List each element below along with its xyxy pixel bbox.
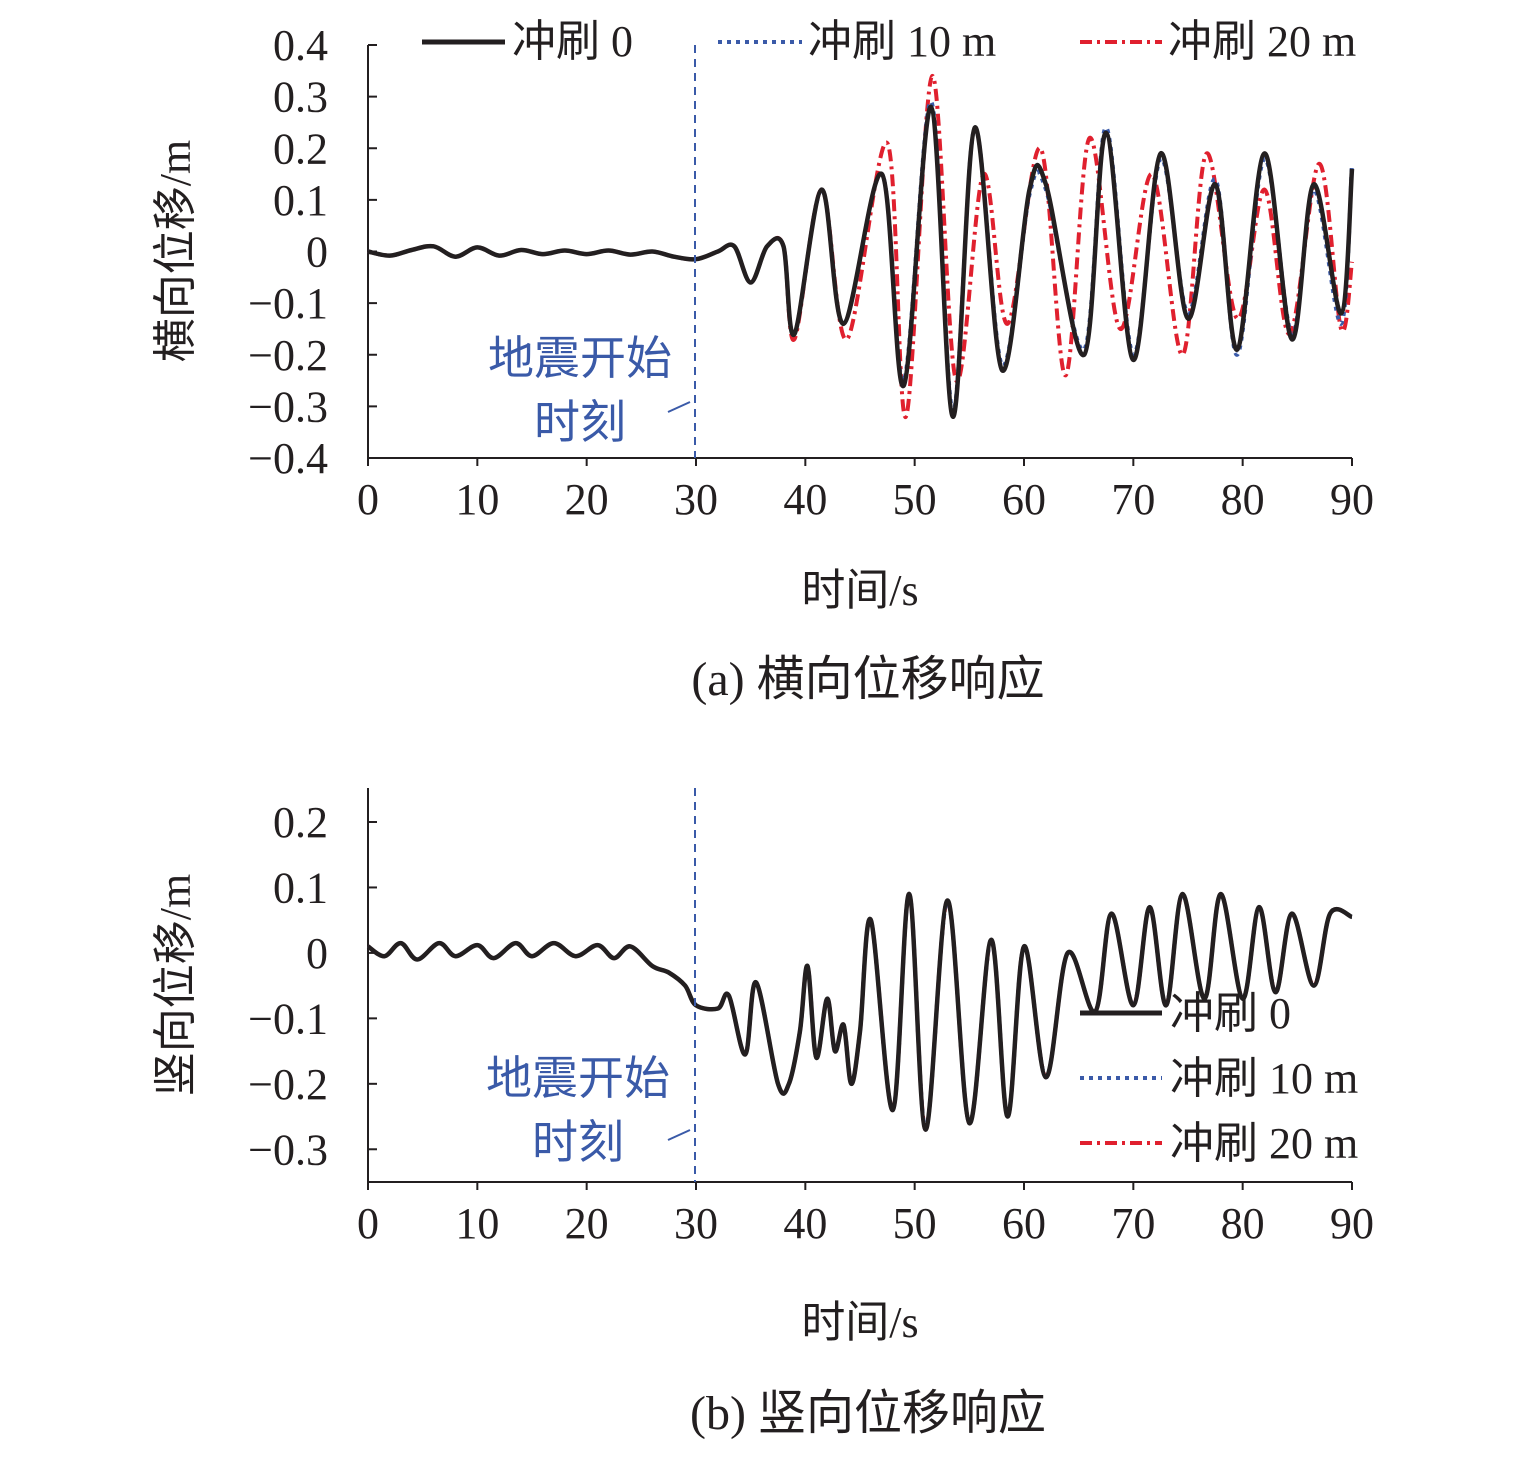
panel-a-y-tick-label: −0.1: [248, 279, 328, 328]
panel-b-x-axis-label: 时间/s: [801, 1298, 918, 1347]
panel-b-x-tick-label: 20: [565, 1199, 609, 1248]
panel-b-caption: (b) 竖向位移响应: [690, 1387, 1046, 1440]
panel-a-y-tick-label: 0.2: [273, 124, 328, 173]
panel-a-legend-label-2: 冲刷 20 m: [1168, 17, 1356, 66]
panel-b-x-tick-label: 60: [1002, 1199, 1046, 1248]
panel-a-y-tick-label: 0.3: [273, 73, 328, 122]
panel-a-x-tick-label: 80: [1221, 475, 1265, 524]
panel-b-x-tick-label: 40: [783, 1199, 827, 1248]
panel-b-x-tick-label: 70: [1111, 1199, 1155, 1248]
panel-b-legend-label-1: 冲刷 10 m: [1170, 1054, 1358, 1103]
panel-b-annotation-line2: 时刻: [532, 1117, 624, 1168]
panel-b-y-tick-label: −0.3: [248, 1125, 328, 1174]
panel-a-x-tick-label: 60: [1002, 475, 1046, 524]
panel-b-x-tick-label: 0: [357, 1199, 379, 1248]
panel-a-y-tick-label: −0.2: [248, 331, 328, 380]
panel-a-x-tick-label: 40: [783, 475, 827, 524]
panel-a-y-tick-label: −0.3: [248, 382, 328, 431]
panel-a-y-tick-label: 0: [306, 228, 328, 277]
panel-b-y-tick-label: 0: [306, 929, 328, 978]
panel-a-caption: (a) 横向位移响应: [691, 653, 1044, 706]
panel-a-legend-label-0: 冲刷 0: [512, 17, 633, 66]
panel-a-x-tick-label: 70: [1111, 475, 1155, 524]
panel-a-series-0-line: [367, 104, 1355, 419]
panel-b-series-0-line: [366, 891, 1353, 1132]
panel-a-series-2-line: [367, 73, 1354, 419]
panel-a-axes: 0 10 20 30 40 50 60 70 80 900.40.30.20.10−0.1−0.2…: [248, 21, 1374, 524]
panel-b-legend-label-0: 冲刷 0: [1170, 989, 1291, 1038]
panel-a-y-tick-label: 0.4: [273, 21, 328, 70]
panel-a-y-tick-label: 0.1: [273, 176, 328, 225]
panel-b-x-tick-label: 10: [455, 1199, 499, 1248]
panel-a-annotation-line2: 时刻: [534, 397, 626, 448]
panel-a-annotation-line1: 地震开始: [488, 333, 672, 384]
panel-b-legend: 冲刷 0 冲刷 10 m 冲刷 20 m: [1080, 989, 1358, 1168]
panel-a-series: [367, 73, 1355, 419]
panel-b-x-tick-label: 90: [1330, 1199, 1374, 1248]
panel-b-y-tick-label: 0.1: [273, 863, 328, 912]
panel-a-x-tick-label: 90: [1330, 475, 1374, 524]
panel-a-annotation-pointer: [667, 401, 691, 413]
panel-b-axes: 0 10 20 30 40 50 60 70 80 90 0.2 0.1 0 −0.1 −0.2 −0.3: [248, 788, 1374, 1248]
panel-b-y-axis-label: 竖向位移/m: [151, 874, 200, 1096]
panel-a-y-axis-label: 横向位移/m: [151, 140, 200, 362]
panel-a-legend: 冲刷 0 冲刷 10 m 冲刷 20 m: [422, 17, 1356, 66]
panel-b-x-tick-label: 30: [674, 1199, 718, 1248]
panel-b-y-tick-label: −0.1: [248, 994, 328, 1043]
panel-b-x-tick-label: 80: [1221, 1199, 1265, 1248]
panel-a-x-tick-label: 0: [357, 475, 379, 524]
panel-a-series-1-line: [367, 99, 1354, 414]
panel-b-annotation-line1: 地震开始: [486, 1053, 670, 1104]
panel-b-legend-label-2: 冲刷 20 m: [1170, 1119, 1358, 1168]
panel-a-y-tick-label: −0.4: [248, 434, 328, 483]
panel-b-series: [366, 891, 1353, 1132]
panel-a-x-axis-label: 时间/s: [801, 566, 918, 615]
panel-a-x-tick-label: 30: [674, 475, 718, 524]
panel-b-y-tick-label: −0.2: [248, 1060, 328, 1109]
panel-a-x-tick-label: 20: [565, 475, 609, 524]
panel-b-chart: 0 10 20 30 40 50 60 70 80 90 0.2 0.1 0 −0.1 −0.2 −0.3 地…: [151, 788, 1374, 1440]
panel-a-x-tick-label: 50: [893, 475, 937, 524]
panel-a-legend-label-1: 冲刷 10 m: [808, 17, 996, 66]
panel-b-annotation-pointer: [667, 1129, 691, 1141]
panel-a-chart: 0 10 20 30 40 50 60 70 80 900.40.30.20.10−0.1−0.2…: [151, 17, 1374, 706]
panel-a-x-tick-label: 10: [455, 475, 499, 524]
panel-b-y-tick-label: 0.2: [273, 798, 328, 847]
panel-b-x-tick-label: 50: [893, 1199, 937, 1248]
